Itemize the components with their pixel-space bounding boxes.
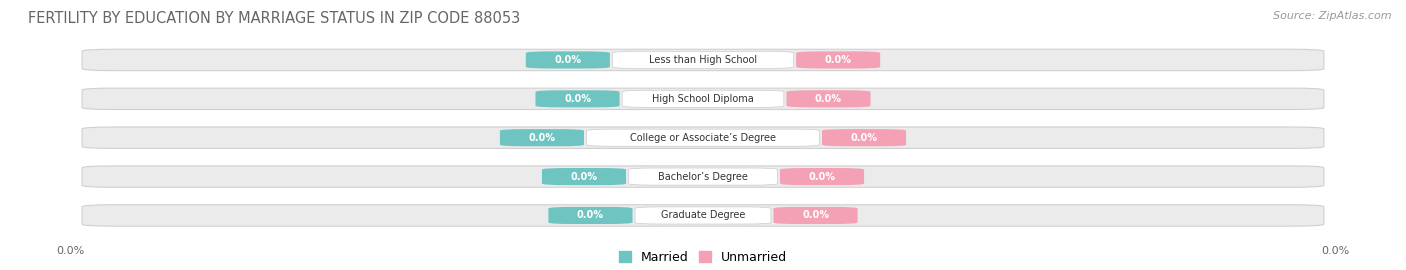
FancyBboxPatch shape [82, 205, 1324, 226]
Text: 0.0%: 0.0% [825, 55, 852, 65]
FancyBboxPatch shape [526, 51, 610, 69]
Text: High School Diploma: High School Diploma [652, 94, 754, 104]
Text: Less than High School: Less than High School [650, 55, 756, 65]
Text: 0.0%: 0.0% [554, 55, 581, 65]
Text: 0.0%: 0.0% [529, 133, 555, 143]
Text: 0.0%: 0.0% [571, 171, 598, 182]
FancyBboxPatch shape [823, 129, 905, 146]
FancyBboxPatch shape [548, 207, 633, 224]
Text: 0.0%: 0.0% [801, 210, 830, 221]
Text: 0.0%: 0.0% [564, 94, 591, 104]
FancyBboxPatch shape [623, 90, 785, 107]
Text: 0.0%: 0.0% [851, 133, 877, 143]
Text: 0.0%: 0.0% [815, 94, 842, 104]
Text: 0.0%: 0.0% [1322, 247, 1350, 256]
FancyBboxPatch shape [82, 127, 1324, 148]
Text: Graduate Degree: Graduate Degree [661, 210, 745, 221]
Legend: Married, Unmarried: Married, Unmarried [619, 251, 787, 264]
FancyBboxPatch shape [82, 166, 1324, 187]
FancyBboxPatch shape [82, 88, 1324, 110]
Text: College or Associate’s Degree: College or Associate’s Degree [630, 133, 776, 143]
Text: 0.0%: 0.0% [576, 210, 605, 221]
FancyBboxPatch shape [82, 49, 1324, 71]
FancyBboxPatch shape [796, 51, 880, 69]
FancyBboxPatch shape [786, 90, 870, 107]
Text: 0.0%: 0.0% [56, 247, 84, 256]
Text: Bachelor’s Degree: Bachelor’s Degree [658, 171, 748, 182]
Text: FERTILITY BY EDUCATION BY MARRIAGE STATUS IN ZIP CODE 88053: FERTILITY BY EDUCATION BY MARRIAGE STATU… [28, 11, 520, 26]
Text: Source: ZipAtlas.com: Source: ZipAtlas.com [1274, 11, 1392, 21]
FancyBboxPatch shape [501, 129, 583, 146]
FancyBboxPatch shape [536, 90, 620, 107]
Text: 0.0%: 0.0% [808, 171, 835, 182]
FancyBboxPatch shape [628, 168, 778, 185]
FancyBboxPatch shape [773, 207, 858, 224]
FancyBboxPatch shape [541, 168, 626, 185]
FancyBboxPatch shape [613, 51, 793, 69]
FancyBboxPatch shape [780, 168, 865, 185]
FancyBboxPatch shape [636, 207, 770, 224]
FancyBboxPatch shape [586, 129, 820, 146]
